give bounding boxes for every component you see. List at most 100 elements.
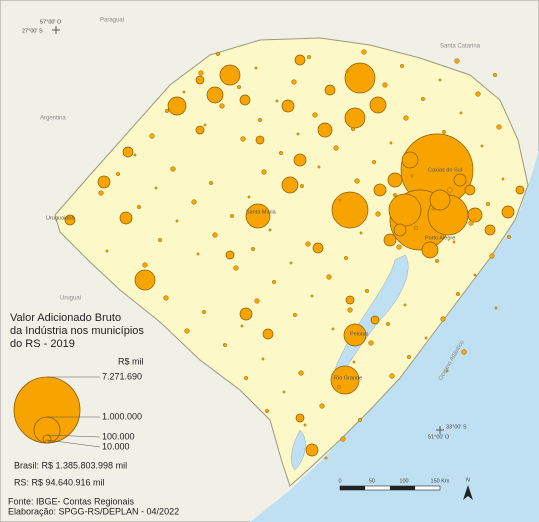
bubble — [298, 370, 304, 376]
bubble — [305, 443, 319, 457]
bubble — [489, 253, 495, 259]
bubble — [300, 183, 305, 188]
legend-total: RS: R$ 94.640.916 mil — [14, 477, 105, 487]
bubble — [361, 49, 367, 55]
coord-label: 27°00' S — [22, 28, 43, 34]
bubble — [254, 66, 258, 70]
city-label: Rio Grande — [334, 375, 362, 381]
bubble — [396, 244, 402, 250]
city-label: Caxias do Sul — [428, 167, 462, 173]
bubble — [239, 94, 251, 106]
bubble — [265, 409, 270, 414]
bubble — [359, 231, 363, 235]
bubble — [134, 269, 156, 291]
bubble — [119, 211, 133, 225]
bubble — [459, 111, 463, 115]
leader-line — [46, 439, 101, 448]
bubble — [389, 141, 393, 145]
bubble — [365, 289, 370, 294]
bubble — [312, 242, 324, 254]
place-label: Paraguai — [100, 18, 124, 24]
legend-total: Brasil: R$ 1.385.803.998 mil — [14, 460, 127, 470]
scale-label: 150 Km — [431, 478, 450, 484]
lagoon — [291, 429, 306, 471]
bubble — [212, 232, 218, 238]
bubble — [442, 129, 447, 134]
bubble — [375, 211, 381, 217]
bubble — [344, 107, 366, 129]
bubble — [296, 132, 300, 136]
bubble — [403, 115, 409, 121]
bubble — [464, 184, 476, 196]
bubble — [319, 403, 325, 409]
legend-title: do RS - 2019 — [10, 338, 75, 350]
north-arrow-shape — [463, 485, 473, 500]
bubble — [515, 185, 525, 195]
bubble — [261, 357, 265, 361]
bubble — [163, 295, 169, 301]
bubble — [303, 423, 307, 427]
bubble — [447, 187, 453, 193]
bubble — [344, 62, 376, 94]
bubble — [501, 205, 515, 219]
bubble — [64, 214, 76, 226]
place-label: Uruguai — [60, 296, 81, 302]
bubble — [388, 193, 422, 227]
bubble — [496, 124, 502, 130]
ocean — [250, 150, 539, 522]
legend-value: 10.000 — [102, 441, 130, 451]
bubble — [454, 58, 460, 64]
bubble — [372, 159, 377, 164]
bubble — [400, 63, 405, 68]
bubble — [421, 241, 439, 259]
bubble — [421, 96, 426, 101]
bubble — [324, 84, 336, 96]
bubble — [347, 307, 353, 313]
bubble — [369, 96, 387, 114]
scale-segment — [340, 486, 365, 490]
bubble — [247, 195, 251, 199]
source: Fonte: IBGE- Contas Regionais — [8, 496, 135, 506]
bubble — [219, 64, 241, 86]
bubble — [333, 145, 339, 151]
bubble — [435, 259, 440, 264]
bubble — [201, 310, 206, 315]
bubble — [393, 192, 398, 197]
bubble — [358, 418, 363, 423]
bubble — [170, 166, 176, 172]
bubble — [250, 246, 255, 251]
bubble — [438, 78, 442, 82]
city-label: Pelotas — [350, 331, 369, 337]
bubble — [245, 203, 271, 229]
bubble — [475, 91, 481, 97]
bubble — [182, 90, 186, 94]
bubble — [262, 328, 274, 340]
bubble — [338, 198, 342, 202]
scale-label: 100 — [399, 478, 408, 484]
bubble — [445, 369, 449, 373]
bubble — [261, 169, 267, 175]
bubble — [233, 265, 239, 271]
bubble — [326, 274, 332, 280]
bubble — [203, 123, 207, 127]
legend: Valor Adicionado Bruto da Indústria nos … — [10, 312, 144, 487]
bubble — [281, 99, 295, 113]
bubble — [467, 207, 483, 223]
bubble — [370, 315, 380, 325]
north-arrow: N — [463, 477, 473, 500]
bubble — [373, 183, 387, 197]
bubble — [195, 75, 205, 85]
bubble — [157, 237, 162, 242]
scale-segment — [390, 486, 415, 490]
city-label: Uruguaiana — [46, 215, 75, 221]
bubble — [307, 55, 312, 60]
coord-label: 51°00' O — [428, 434, 450, 440]
bubble — [486, 201, 491, 206]
bubble — [255, 135, 265, 145]
bubble — [453, 173, 467, 187]
bubble — [484, 224, 496, 236]
city-label: Santa Maria — [246, 209, 277, 215]
bubble — [149, 133, 155, 139]
bubble — [468, 220, 474, 226]
bubble — [142, 262, 148, 268]
